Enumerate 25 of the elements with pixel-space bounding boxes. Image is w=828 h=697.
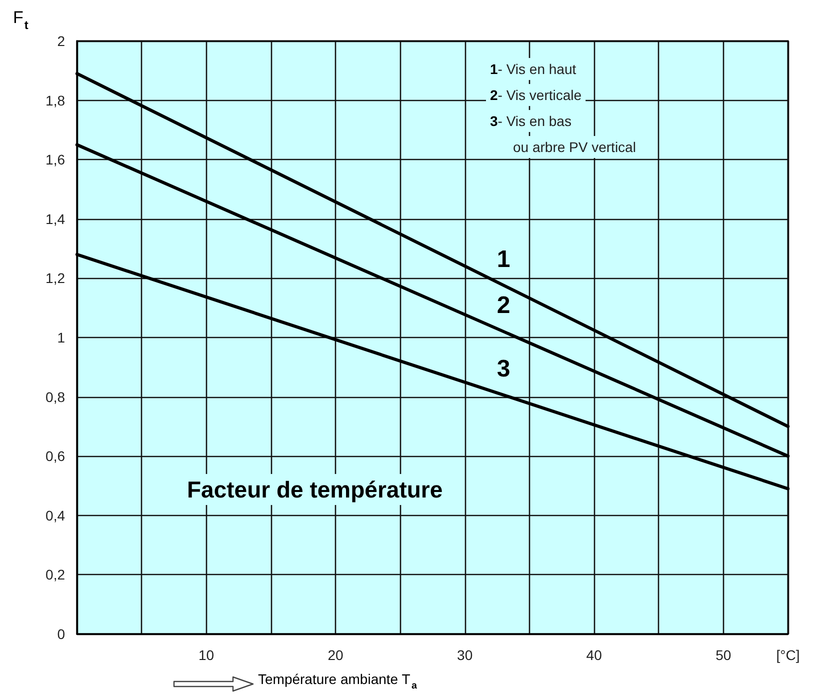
x-tick-label: 50 xyxy=(716,647,732,663)
x-tick-label: 10 xyxy=(198,647,214,663)
y-tick-label: 0,4 xyxy=(46,507,66,524)
series-label: 3 xyxy=(496,356,510,383)
y-tick-label: 1,6 xyxy=(46,152,66,168)
text: Facteur de température xyxy=(187,476,443,502)
y-tick-label: 2 xyxy=(57,33,66,49)
y-tick-label: 1 xyxy=(57,330,66,346)
y-tick-label: 0,2 xyxy=(46,566,66,583)
x-tick-label: 20 xyxy=(328,647,344,663)
y-tick-label: 1,8 xyxy=(46,92,66,108)
series-label: 1 xyxy=(496,246,510,273)
series-label: 2 xyxy=(496,292,510,320)
x-tick-label: 40 xyxy=(586,647,602,663)
annotation: 1- Vis en haut xyxy=(490,61,576,77)
y-tick-label: 0,8 xyxy=(46,388,66,405)
y-tick-label: 0 xyxy=(57,626,66,642)
y-tick-label: 1,2 xyxy=(46,270,66,286)
annotation: ou arbre PV vertical xyxy=(513,139,636,155)
y-tick-label: 0,6 xyxy=(46,448,66,464)
y-tick-label: 1,4 xyxy=(46,210,66,227)
annotation: 3- Vis en bas xyxy=(490,113,572,129)
x-tick-label: 30 xyxy=(457,647,473,663)
x-tick-label: [°C] xyxy=(776,647,800,663)
annotation: 2- Vis verticale xyxy=(490,87,582,103)
